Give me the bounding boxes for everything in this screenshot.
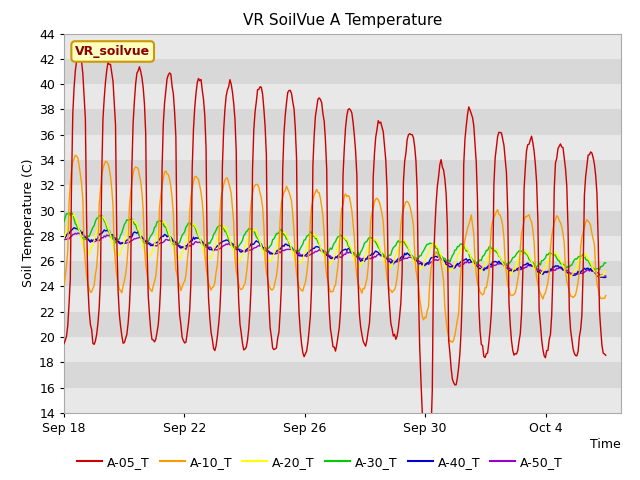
A-40_T <box>70 225 78 231</box>
Y-axis label: Soil Temperature (C): Soil Temperature (C) <box>22 159 35 288</box>
A-10_T <box>376 200 383 205</box>
A-10_T <box>492 212 499 218</box>
Legend: A-05_T, A-10_T, A-20_T, A-30_T, A-40_T, A-50_T: A-05_T, A-10_T, A-20_T, A-30_T, A-40_T, … <box>72 451 568 474</box>
Line: A-05_T: A-05_T <box>64 55 605 455</box>
Bar <box>64 387 621 413</box>
Bar <box>64 362 621 387</box>
Bar <box>64 236 621 261</box>
Bar <box>64 135 621 160</box>
A-10_T <box>60 283 68 288</box>
Bar <box>64 211 621 236</box>
A-40_T <box>437 256 445 262</box>
A-30_T <box>60 219 68 225</box>
A-20_T <box>490 246 498 252</box>
Bar <box>64 109 621 135</box>
Bar <box>64 261 621 287</box>
A-05_T <box>76 52 83 58</box>
A-50_T <box>601 273 609 279</box>
A-30_T <box>558 261 566 267</box>
Bar <box>64 337 621 362</box>
A-10_T <box>103 159 111 165</box>
A-20_T <box>437 252 445 258</box>
A-30_T <box>103 225 111 230</box>
A-50_T <box>490 263 498 268</box>
A-30_T <box>490 247 498 252</box>
A-30_T <box>437 253 445 259</box>
Bar <box>64 287 621 312</box>
A-30_T <box>602 260 609 266</box>
A-05_T <box>480 353 488 359</box>
A-40_T <box>479 265 486 271</box>
Bar <box>64 312 621 337</box>
A-50_T <box>479 265 486 271</box>
Bar <box>64 59 621 84</box>
A-05_T <box>602 352 609 358</box>
A-40_T <box>103 228 111 233</box>
Line: A-10_T: A-10_T <box>64 155 605 342</box>
A-10_T <box>559 230 567 236</box>
A-40_T <box>601 275 609 280</box>
A-50_T <box>602 273 609 279</box>
Line: A-30_T: A-30_T <box>64 212 605 270</box>
A-05_T <box>425 452 433 457</box>
A-30_T <box>68 209 76 215</box>
A-40_T <box>558 265 566 271</box>
Bar <box>64 34 621 59</box>
A-30_T <box>596 267 604 273</box>
A-20_T <box>596 274 604 279</box>
A-20_T <box>479 265 486 271</box>
Text: VR_soilvue: VR_soilvue <box>75 45 150 58</box>
A-20_T <box>70 212 78 217</box>
A-40_T <box>490 259 498 265</box>
A-10_T <box>602 293 609 299</box>
A-10_T <box>449 339 456 345</box>
A-50_T <box>74 230 82 236</box>
A-40_T <box>60 235 68 240</box>
A-05_T <box>492 156 499 161</box>
A-05_T <box>438 164 446 170</box>
A-05_T <box>559 145 567 151</box>
A-05_T <box>103 68 111 73</box>
A-50_T <box>437 256 445 262</box>
Bar <box>64 185 621 211</box>
A-20_T <box>558 260 566 265</box>
Title: VR SoilVue A Temperature: VR SoilVue A Temperature <box>243 13 442 28</box>
Line: A-20_T: A-20_T <box>64 215 605 276</box>
A-10_T <box>72 152 79 158</box>
A-10_T <box>437 261 445 267</box>
A-10_T <box>480 291 488 297</box>
Bar <box>64 160 621 185</box>
Line: A-50_T: A-50_T <box>64 233 605 276</box>
Bar <box>64 84 621 109</box>
A-40_T <box>602 275 609 280</box>
X-axis label: Time: Time <box>590 438 621 451</box>
A-20_T <box>602 268 609 274</box>
A-30_T <box>376 246 383 252</box>
A-05_T <box>376 120 383 126</box>
A-20_T <box>103 221 111 227</box>
A-30_T <box>479 253 486 259</box>
A-50_T <box>558 266 566 272</box>
A-40_T <box>376 252 383 257</box>
A-05_T <box>60 341 68 347</box>
A-50_T <box>60 237 68 242</box>
Line: A-40_T: A-40_T <box>64 228 605 277</box>
A-50_T <box>376 251 383 257</box>
A-20_T <box>60 236 68 241</box>
A-50_T <box>103 232 111 238</box>
A-20_T <box>376 244 383 250</box>
